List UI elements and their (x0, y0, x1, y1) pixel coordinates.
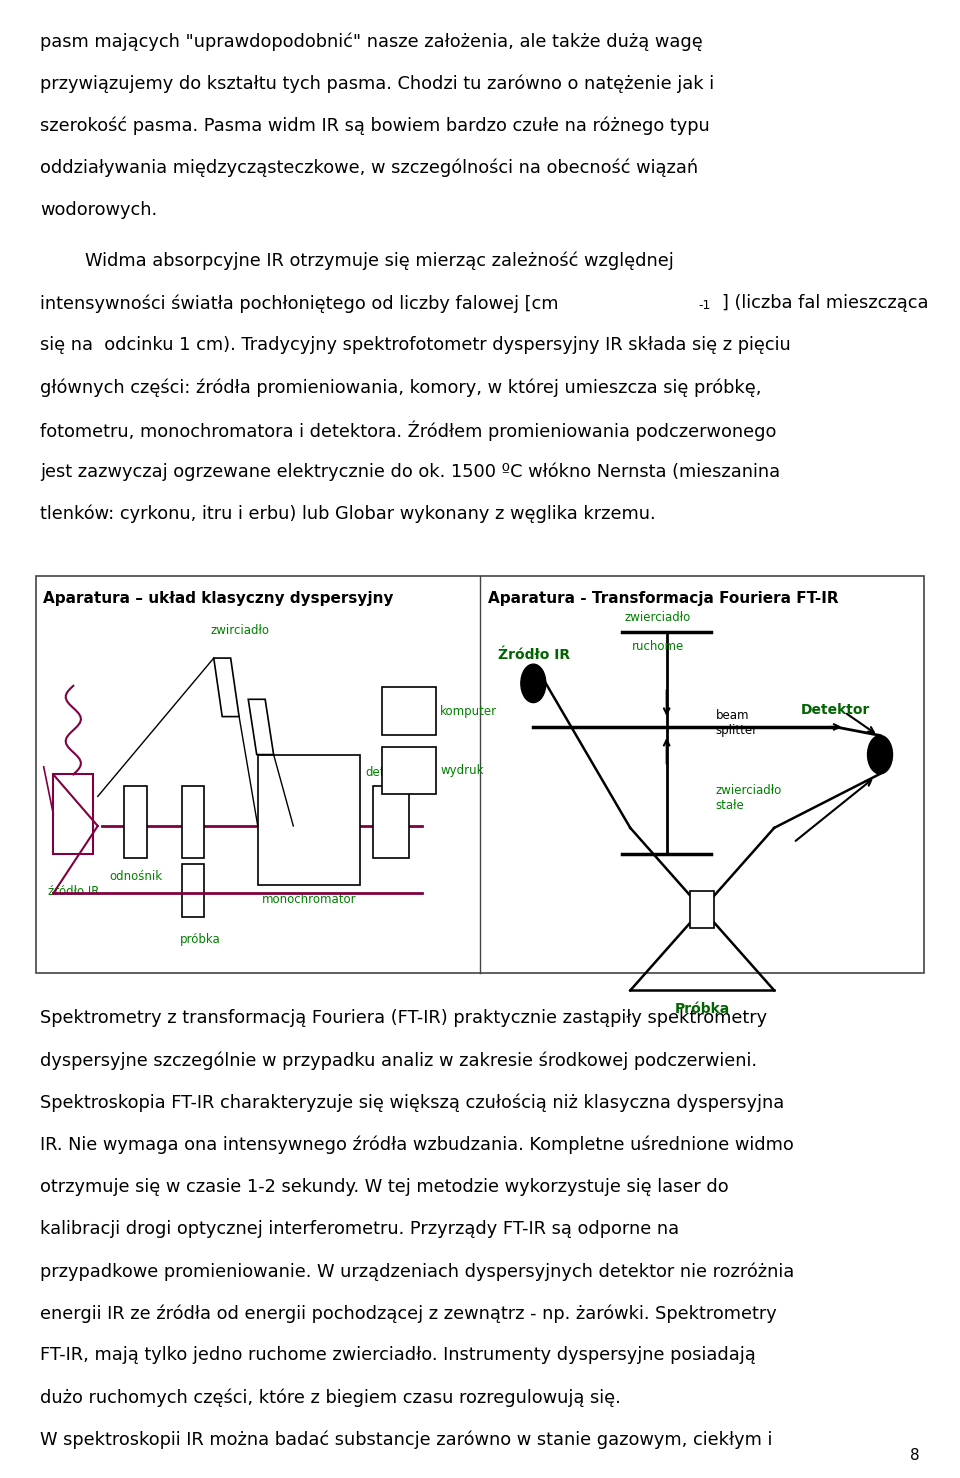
Circle shape (868, 736, 893, 774)
Text: szerokość pasma. Pasma widm IR są bowiem bardzo czułe na różnego typu: szerokość pasma. Pasma widm IR są bowiem… (40, 117, 710, 136)
Text: źródło IR: źródło IR (48, 885, 99, 899)
Text: zwirciadło: zwirciadło (210, 624, 270, 637)
Text: W spektroskopii IR można badać substancje zarówno w stanie gazowym, ciekłym i: W spektroskopii IR można badać substancj… (40, 1431, 773, 1450)
Bar (182, 786, 204, 857)
Text: próbka: próbka (180, 933, 221, 946)
Text: pasm mających "uprawdopodobnić" nasze założenia, ale także dużą wagę: pasm mających "uprawdopodobnić" nasze za… (40, 33, 703, 52)
Text: zwierciadło: zwierciadło (625, 610, 691, 624)
Text: Spektroskopia FT-IR charakteryzuje się większą czułością niż klasyczna dyspersyj: Spektroskopia FT-IR charakteryzuje się w… (40, 1094, 784, 1113)
Text: Próbka: Próbka (675, 1002, 730, 1017)
Text: monochromator: monochromator (261, 893, 356, 906)
Bar (690, 891, 714, 928)
Text: 8: 8 (910, 1448, 920, 1463)
Text: otrzymuje się w czasie 1-2 sekundy. W tej metodzie wykorzystuje się laser do: otrzymuje się w czasie 1-2 sekundy. W te… (40, 1178, 729, 1196)
Text: dyspersyjne szczególnie w przypadku analiz w zakresie środkowej podczerwieni.: dyspersyjne szczególnie w przypadku anal… (40, 1051, 757, 1070)
Text: Źródło IR: Źródło IR (498, 647, 570, 662)
Text: przywiązujemy do kształtu tych pasma. Chodzi tu zarówno o natężenie jak i: przywiązujemy do kształtu tych pasma. Ch… (40, 74, 714, 93)
Bar (257, 755, 360, 885)
Text: -1: -1 (698, 299, 710, 312)
Text: dużo ruchomych części, które z biegiem czasu rozregulowują się.: dużo ruchomych części, które z biegiem c… (40, 1388, 621, 1407)
Text: Aparatura – układ klasyczny dyspersyjny: Aparatura – układ klasyczny dyspersyjny (43, 591, 394, 606)
Text: wodorowych.: wodorowych. (40, 201, 157, 219)
Text: fotometru, monochromatora i detektora. Źródłem promieniowania podczerwonego: fotometru, monochromatora i detektora. Ź… (40, 420, 777, 440)
Text: jest zazwyczaj ogrzewane elektrycznie do ok. 1500 ºC włókno Nernsta (mieszanina: jest zazwyczaj ogrzewane elektrycznie do… (40, 463, 780, 482)
Text: tlenków: cyrkonu, itru i erbu) lub Globar wykonany z węglika krzemu.: tlenków: cyrkonu, itru i erbu) lub Globa… (40, 504, 656, 523)
Text: intensywności światła pochłoniętego od liczby falowej [cm: intensywności światła pochłoniętego od l… (40, 294, 559, 313)
Bar (54, 774, 93, 854)
Text: się na  odcinku 1 cm). Tradycyjny spektrofotometr dyspersyjny IR składa się z pi: się na odcinku 1 cm). Tradycyjny spektro… (40, 336, 791, 355)
Text: energii IR ze źródła od energii pochodzącej z zewnątrz - np. żarówki. Spektromet: energii IR ze źródła od energii pochodzą… (40, 1304, 777, 1323)
Text: detektor: detektor (366, 766, 417, 779)
Text: odnośnik: odnośnik (109, 869, 162, 882)
Bar (373, 786, 409, 857)
Polygon shape (214, 658, 239, 717)
Text: beam
splitter: beam splitter (715, 709, 757, 738)
Text: głównych części: źródła promieniowania, komory, w której umieszcza się próbkę,: głównych części: źródła promieniowania, … (40, 378, 762, 398)
Text: FT-IR, mają tylko jedno ruchome zwierciadło. Instrumenty dyspersyjne posiadają: FT-IR, mają tylko jedno ruchome zwiercia… (40, 1346, 756, 1364)
Bar (382, 687, 436, 735)
Text: oddziaływania międzycząsteczkowe, w szczególności na obecność wiązań: oddziaływania międzycząsteczkowe, w szcz… (40, 158, 699, 177)
Bar (382, 746, 436, 794)
Text: komputer: komputer (441, 705, 497, 718)
Text: wydruk: wydruk (441, 764, 484, 777)
Text: Detektor: Detektor (801, 704, 871, 717)
Bar (36, 576, 924, 973)
Text: IR. Nie wymaga ona intensywnego źródła wzbudzania. Kompletne uśrednione widmo: IR. Nie wymaga ona intensywnego źródła w… (40, 1135, 794, 1154)
Text: zwierciadło
stałe: zwierciadło stałe (715, 785, 781, 813)
Text: Aparatura - Transformacja Fouriera FT-IR: Aparatura - Transformacja Fouriera FT-IR (488, 591, 838, 606)
Text: Spektrometry z transformacją Fouriera (FT-IR) praktycznie zastąpiły spektrometry: Spektrometry z transformacją Fouriera (F… (40, 1009, 767, 1027)
Circle shape (521, 664, 546, 702)
Text: Widma absorpcyjne IR otrzymuje się mierząc zależność względnej: Widma absorpcyjne IR otrzymuje się mierz… (40, 251, 674, 270)
Polygon shape (249, 699, 274, 755)
Bar (125, 786, 147, 857)
Text: ] (liczba fal mieszcząca: ] (liczba fal mieszcząca (722, 294, 928, 312)
Bar (182, 863, 204, 916)
Text: przypadkowe promieniowanie. W urządzeniach dyspersyjnych detektor nie rozróżnia: przypadkowe promieniowanie. W urządzenia… (40, 1262, 795, 1281)
Text: ruchome: ruchome (632, 640, 684, 653)
Text: kalibracji drogi optycznej interferometru. Przyrządy FT-IR są odporne na: kalibracji drogi optycznej interferometr… (40, 1219, 680, 1239)
